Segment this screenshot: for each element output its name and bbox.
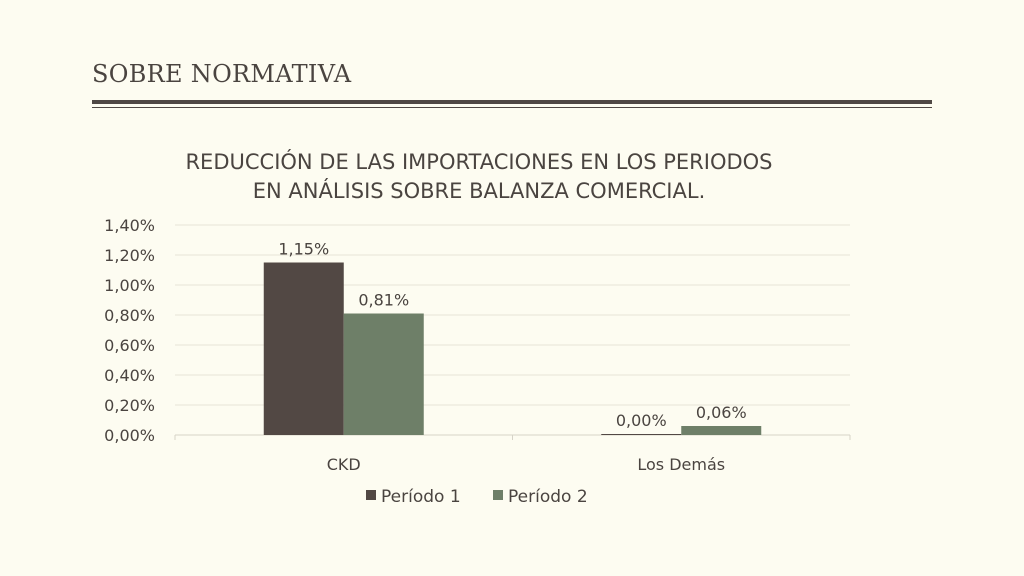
y-tick-label: 1,40% [104, 216, 155, 235]
data-label: 0,00% [616, 411, 667, 430]
bar [343, 313, 424, 435]
y-tick-label: 0,40% [104, 366, 155, 385]
y-tick-label: 1,00% [104, 276, 155, 295]
y-tick-label: 0,20% [104, 396, 155, 415]
legend-swatch [366, 490, 376, 500]
title-rule-thick [92, 100, 932, 104]
chart-title-line-1: REDUCCIÓN DE LAS IMPORTACIONES EN LOS PE… [185, 149, 772, 174]
y-tick-label: 0,80% [104, 306, 155, 325]
bar [263, 262, 344, 435]
data-label: 0,81% [358, 291, 409, 310]
bar [681, 426, 762, 435]
legend-label: Período 1 [381, 487, 461, 507]
title-rule-thin [92, 107, 932, 108]
x-tick-label: CKD [327, 455, 361, 474]
page-title: SOBRE NORMATIVA [92, 60, 352, 88]
legend-label: Período 2 [508, 487, 588, 507]
y-tick-label: 0,00% [104, 426, 155, 445]
y-tick-label: 1,20% [104, 246, 155, 265]
data-label: 0,06% [696, 403, 747, 422]
data-label: 1,15% [278, 240, 329, 259]
legend-swatch [493, 490, 503, 500]
y-tick-label: 0,60% [104, 336, 155, 355]
chart-title-line-2: EN ANÁLISIS SOBRE BALANZA COMERCIAL. [253, 178, 706, 203]
bar [601, 434, 682, 435]
x-tick-label: Los Demás [637, 455, 725, 474]
